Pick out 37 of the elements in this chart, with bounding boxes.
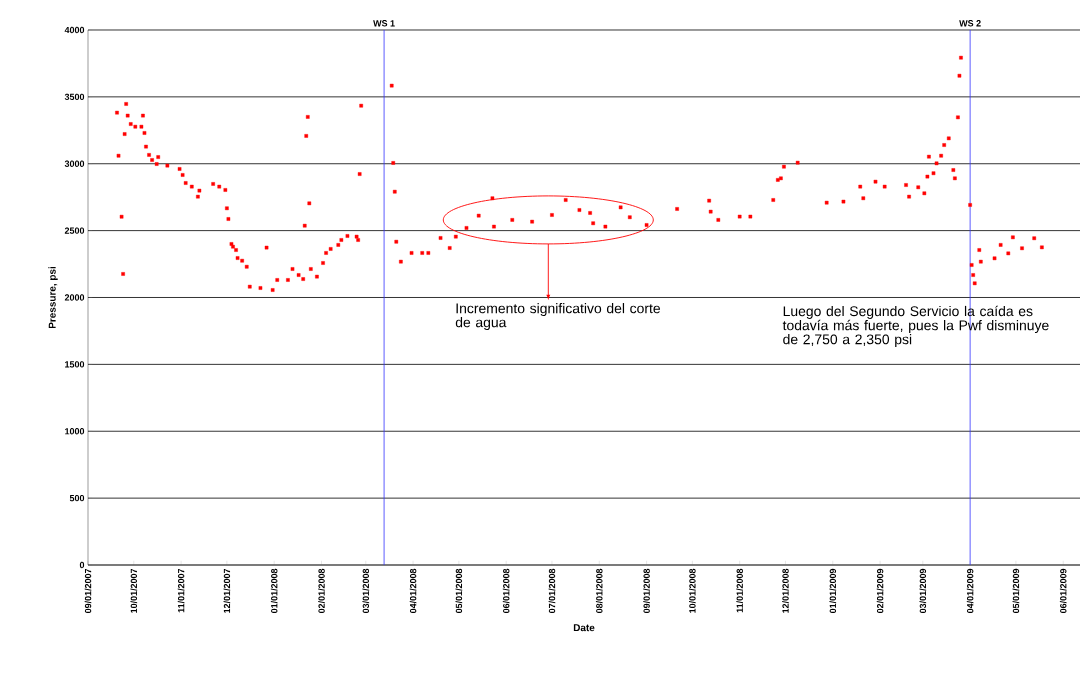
x-tick-label: 03/01/2008 xyxy=(362,568,370,614)
x-tick-label: 02/01/2008 xyxy=(318,568,325,614)
x-tick-label: 02/01/2009 xyxy=(876,568,884,614)
y-tick-label: 500 xyxy=(69,494,85,502)
y-tick-label: 0 xyxy=(79,561,85,569)
y-tick-label: 2000 xyxy=(64,294,85,301)
x-tick-label: 10/01/2007 xyxy=(130,568,138,613)
y-tick-label: 1500 xyxy=(65,361,85,368)
x-tick-label: 12/01/2008 xyxy=(782,568,789,613)
x-tick-label: 12/01/2007 xyxy=(223,568,231,613)
annotation: Luego del Segundo Servicio la caída es todavía más fuerte, pues la Pwf disminuye de 2,750 a 2,350 psi xyxy=(782,305,1049,348)
y-axis-title: Pressure, psi xyxy=(48,266,58,329)
x-tick-label: 09/01/2008 xyxy=(643,568,650,614)
x-tick-label: 06/01/2008 xyxy=(502,568,510,614)
x-tick-label: 01/01/2009 xyxy=(829,568,837,614)
x-tick-label: 11/01/2008 xyxy=(736,568,744,613)
x-tick-label: 10/01/2008 xyxy=(689,568,696,613)
x-tick-label: 01/01/2008 xyxy=(270,568,278,614)
x-tick-label: 04/01/2009 xyxy=(966,568,974,614)
x-tick-label: 03/01/2009 xyxy=(919,568,927,614)
x-tick-label: 04/01/2008 xyxy=(409,568,417,614)
y-tick-label: 1000 xyxy=(65,428,85,435)
ref-line-label: WS 2 xyxy=(959,20,981,27)
annotation: Incremento significativo del corte de agua xyxy=(455,303,661,331)
ref-line-label: WS 1 xyxy=(373,20,395,27)
x-tick-label: 06/01/2009 xyxy=(1059,568,1067,614)
x-tick-label: 11/01/2007 xyxy=(177,568,185,613)
y-tick-label: 4000 xyxy=(64,26,85,34)
x-tick-label: 07/01/2008 xyxy=(548,568,556,614)
y-tick-label: 2500 xyxy=(64,227,85,234)
x-tick-label: 09/01/2007 xyxy=(84,568,92,614)
x-tick-label: 08/01/2008 xyxy=(595,568,603,614)
x-tick-label: 05/01/2009 xyxy=(1012,568,1020,614)
x-axis-title: Date xyxy=(573,624,595,632)
x-tick-label: 05/01/2008 xyxy=(455,568,463,614)
y-tick-label: 3500 xyxy=(64,93,85,101)
y-tick-label: 3000 xyxy=(64,160,85,167)
